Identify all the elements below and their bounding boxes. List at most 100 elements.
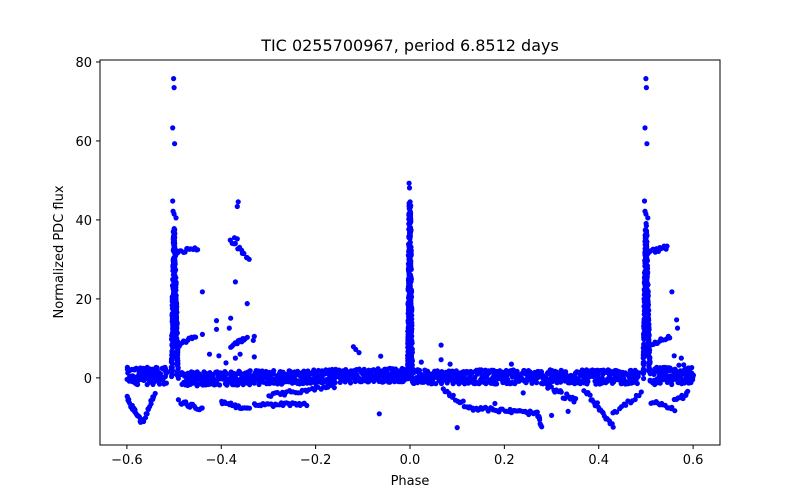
data-point — [244, 334, 250, 340]
data-point — [199, 331, 205, 337]
data-point — [172, 241, 178, 247]
data-point — [203, 370, 209, 376]
data-point — [594, 400, 601, 406]
data-point — [424, 368, 431, 374]
data-point — [408, 331, 414, 337]
data-point — [226, 325, 232, 331]
data-point — [152, 390, 158, 397]
x-tick-label: 0.6 — [683, 453, 704, 468]
data-point — [642, 125, 648, 131]
data-point — [520, 390, 526, 396]
data-point — [647, 359, 653, 365]
data-point — [538, 369, 544, 375]
data-point — [172, 272, 178, 278]
data-point — [685, 388, 691, 394]
data-point — [172, 141, 178, 147]
data-point — [135, 381, 141, 388]
chart-title: TIC 0255700967, period 6.8512 days — [260, 36, 559, 55]
data-point — [275, 381, 281, 387]
data-point — [640, 367, 647, 374]
data-point — [647, 371, 653, 377]
data-point — [669, 404, 675, 410]
data-point — [664, 243, 670, 249]
data-point — [534, 409, 540, 415]
data-point — [444, 380, 450, 386]
data-point — [175, 397, 181, 403]
data-point — [641, 359, 647, 365]
data-point — [407, 204, 413, 210]
data-point — [408, 288, 414, 294]
data-point — [690, 374, 696, 380]
data-point — [438, 357, 444, 363]
data-point — [647, 378, 653, 384]
data-point — [550, 378, 556, 384]
data-point — [172, 257, 178, 263]
data-point — [614, 409, 620, 415]
data-point — [193, 334, 199, 340]
data-point — [645, 282, 651, 288]
data-point — [408, 266, 414, 272]
data-point — [247, 368, 253, 374]
data-point — [407, 236, 413, 242]
data-point — [641, 375, 647, 382]
x-axis-label: Phase — [391, 474, 430, 489]
data-point — [669, 289, 675, 295]
data-point — [169, 350, 175, 356]
data-point — [562, 395, 568, 402]
data-point — [454, 425, 460, 431]
data-point — [492, 400, 498, 407]
data-point — [271, 368, 277, 374]
data-point — [376, 411, 382, 417]
data-point — [621, 375, 627, 382]
data-points — [124, 76, 697, 431]
data-point — [228, 315, 234, 321]
data-point — [206, 351, 213, 357]
data-point — [237, 351, 243, 357]
data-point — [674, 325, 681, 331]
data-point — [409, 375, 415, 381]
data-point — [447, 361, 453, 367]
data-point — [667, 335, 673, 341]
data-point — [643, 76, 649, 82]
data-point — [251, 354, 257, 360]
data-point — [641, 198, 648, 204]
data-point — [643, 85, 650, 91]
data-point — [173, 302, 180, 308]
data-point — [416, 367, 423, 373]
data-point — [199, 289, 205, 295]
y-tick-label: 60 — [75, 135, 92, 150]
data-point — [304, 402, 310, 409]
data-point — [406, 185, 413, 191]
data-point — [407, 240, 413, 246]
data-point — [169, 363, 175, 370]
data-point — [643, 223, 650, 229]
x-tick-label: 0.0 — [400, 453, 421, 468]
data-point — [407, 280, 413, 286]
data-point — [170, 198, 176, 204]
data-point — [199, 405, 205, 411]
data-point — [587, 392, 593, 398]
data-point — [534, 380, 540, 386]
data-point — [378, 353, 384, 359]
data-point — [623, 402, 629, 408]
data-point — [508, 361, 514, 367]
data-point — [163, 380, 169, 386]
y-tick-label: 20 — [75, 293, 92, 308]
data-point — [645, 215, 651, 221]
data-point — [478, 367, 484, 373]
data-point — [142, 415, 149, 421]
data-point — [646, 322, 652, 328]
data-point — [234, 203, 240, 210]
data-point — [674, 317, 680, 323]
data-point — [636, 370, 642, 376]
data-point — [438, 342, 444, 348]
x-tick-label: 0.2 — [494, 453, 515, 468]
x-axis: −0.6 −0.4 −0.2 0.0 0.2 0.4 0.6 — [111, 445, 703, 468]
data-point — [539, 424, 545, 430]
data-point — [175, 373, 181, 379]
data-point — [643, 211, 649, 217]
data-point — [217, 382, 223, 388]
data-point — [223, 370, 230, 377]
data-point — [170, 125, 176, 131]
data-point — [234, 236, 240, 242]
